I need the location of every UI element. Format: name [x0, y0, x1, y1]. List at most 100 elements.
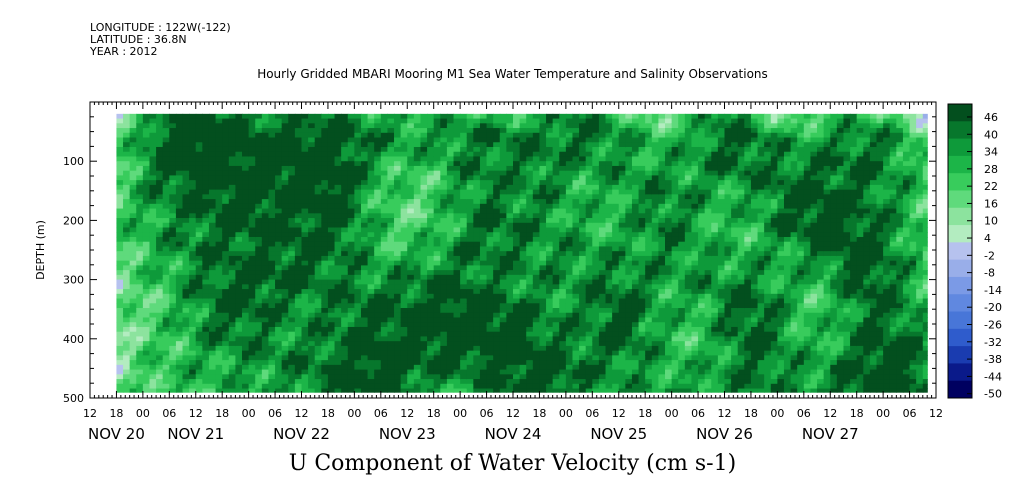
heatmap-cell: [123, 298, 131, 304]
heatmap-cell: [552, 251, 560, 257]
heatmap-cell: [526, 165, 534, 172]
heatmap-cell: [671, 161, 679, 167]
heatmap-cell: [327, 113, 336, 120]
heatmap-cell: [116, 194, 124, 200]
heatmap-cell: [486, 260, 494, 266]
heatmap-cell: [288, 388, 296, 393]
heatmap-cell: [658, 132, 666, 139]
heatmap-cell: [625, 113, 633, 120]
heatmap-cell: [116, 345, 124, 352]
heatmap-cell: [156, 364, 164, 371]
heatmap-cell: [182, 142, 190, 148]
heatmap-cell: [156, 203, 164, 210]
heatmap-cell: [255, 260, 263, 266]
heatmap-cell: [479, 161, 488, 167]
heatmap-cell: [625, 146, 633, 153]
heatmap-cell: [499, 303, 507, 309]
heatmap-cell: [413, 180, 422, 186]
heatmap-cell: [420, 317, 428, 323]
heatmap-cell: [453, 165, 461, 172]
heatmap-cell: [301, 293, 309, 300]
heatmap-cell: [625, 123, 633, 129]
heatmap-cell: [526, 388, 534, 393]
heatmap-cell: [526, 298, 534, 304]
heatmap-cell: [288, 374, 296, 380]
heatmap-cell: [202, 355, 210, 361]
heatmap-cell: [314, 194, 322, 200]
heatmap-cell: [169, 326, 177, 333]
heatmap-cell: [235, 189, 243, 195]
heatmap-cell: [202, 388, 210, 393]
heatmap-cell: [288, 322, 296, 328]
heatmap-cell: [407, 369, 415, 375]
heatmap-cell: [618, 175, 626, 181]
heatmap-cell: [612, 175, 620, 181]
heatmap-cell: [175, 274, 184, 281]
heatmap-cell: [215, 336, 223, 342]
heatmap-cell: [268, 312, 276, 319]
heatmap-cell: [565, 165, 574, 172]
heatmap-cell: [380, 331, 389, 338]
heatmap-cell: [380, 175, 389, 181]
heatmap-cell: [612, 151, 620, 158]
heatmap-cell: [354, 123, 362, 129]
heatmap-cell: [618, 189, 626, 195]
heatmap-cell: [579, 236, 587, 243]
heatmap-cell: [625, 336, 633, 342]
heatmap-cell: [308, 270, 316, 276]
heatmap-cell: [572, 227, 580, 233]
heatmap-cell: [631, 118, 640, 124]
heatmap-cell: [235, 326, 243, 333]
heatmap-cell: [506, 293, 514, 300]
heatmap-cell: [182, 146, 190, 153]
heatmap-cell: [552, 232, 560, 238]
heatmap-cell: [367, 123, 375, 129]
heatmap-cell: [605, 289, 613, 295]
heatmap-cell: [222, 355, 230, 361]
heatmap-cell: [162, 374, 170, 380]
heatmap-cell: [360, 345, 369, 352]
heatmap-cell: [460, 165, 468, 172]
heatmap-cell: [565, 255, 574, 262]
heatmap-cell: [585, 199, 593, 205]
heatmap-cell: [374, 326, 382, 333]
heatmap-cell: [387, 374, 395, 380]
heatmap-cell: [341, 379, 349, 385]
heatmap-cell: [242, 246, 250, 252]
heatmap-cell: [625, 279, 633, 285]
heatmap-cell: [526, 270, 534, 276]
heatmap-cell: [466, 128, 474, 134]
heatmap-cell: [420, 175, 428, 181]
heatmap-cell: [248, 113, 256, 120]
heatmap-cell: [202, 322, 210, 328]
heatmap-cell: [645, 199, 653, 205]
heatmap-cell: [321, 175, 329, 181]
heatmap-cell: [658, 289, 666, 295]
heatmap-cell: [420, 383, 428, 390]
heatmap-cell: [314, 222, 322, 229]
heatmap-cell: [585, 289, 593, 295]
heatmap-cell: [532, 180, 541, 186]
heatmap-cell: [228, 289, 237, 295]
heatmap-cell: [334, 265, 342, 271]
heatmap-cell: [195, 123, 203, 129]
heatmap-cell: [460, 336, 468, 342]
heatmap-cell: [479, 170, 488, 177]
heatmap-cell: [334, 184, 342, 191]
heatmap-cell: [539, 146, 547, 153]
heatmap-cell: [149, 255, 157, 262]
heatmap-cell: [394, 232, 402, 238]
heatmap-cell: [658, 189, 666, 195]
heatmap-cell: [499, 199, 507, 205]
heatmap-cell: [400, 146, 408, 153]
heatmap-cell: [261, 170, 270, 177]
heatmap-cell: [453, 251, 461, 257]
heatmap-cell: [605, 251, 613, 257]
heatmap-cell: [308, 180, 316, 186]
heatmap-cell: [631, 151, 640, 158]
heatmap-cell: [585, 246, 593, 252]
heatmap-cell: [288, 175, 296, 181]
heatmap-cell: [592, 284, 600, 290]
heatmap-cell: [162, 246, 170, 252]
heatmap-cell: [248, 208, 256, 214]
